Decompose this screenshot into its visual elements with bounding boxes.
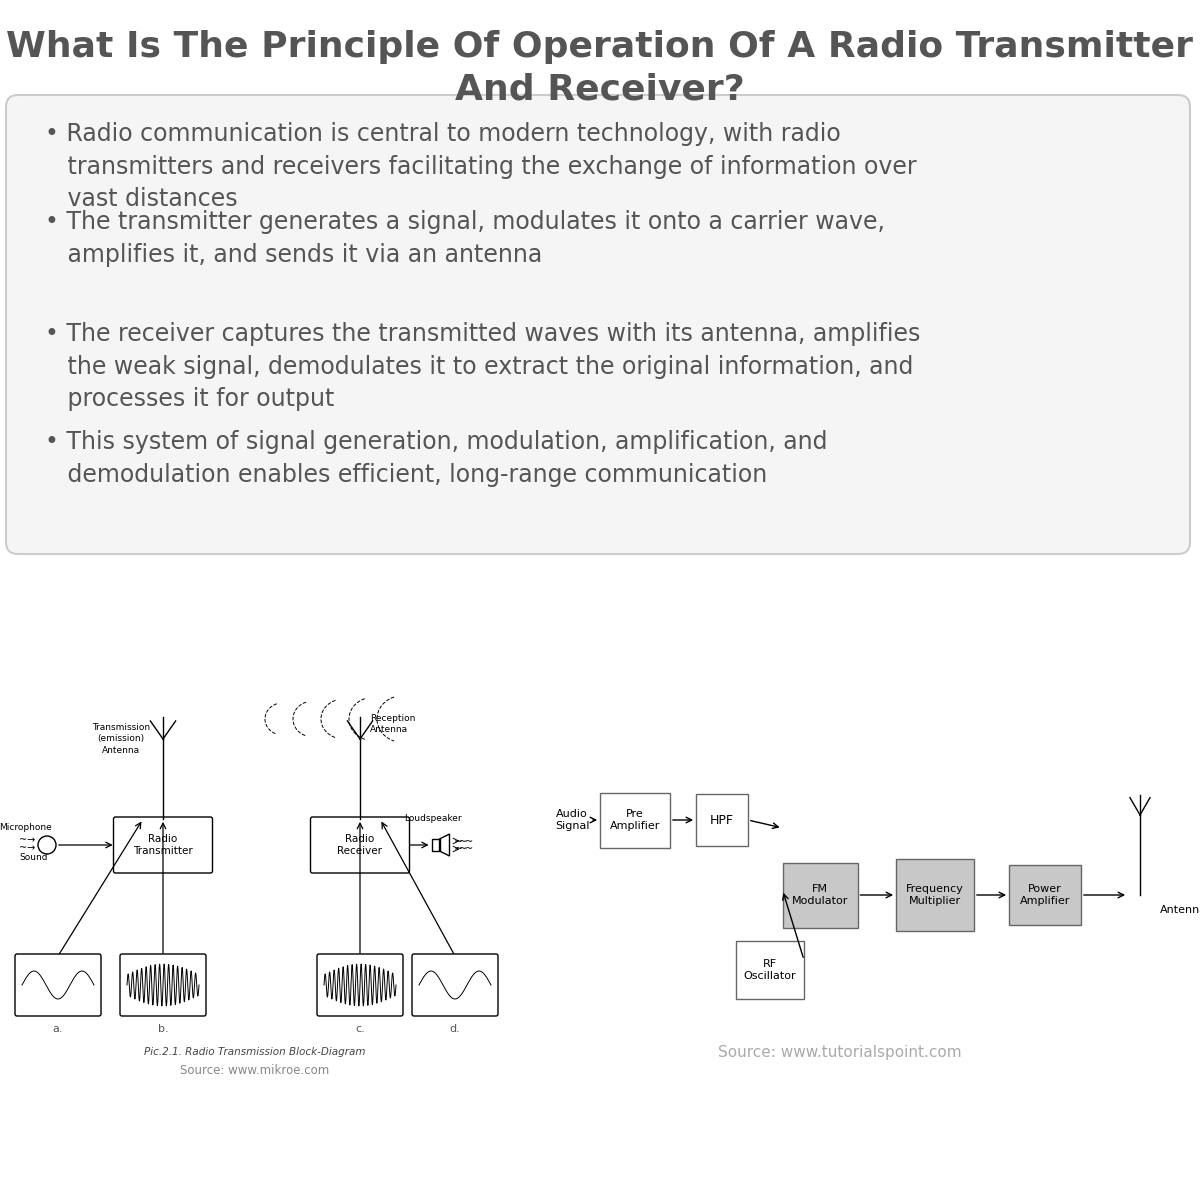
Text: d.: d. xyxy=(450,1024,461,1034)
Text: a.: a. xyxy=(53,1024,64,1034)
Text: Microphone: Microphone xyxy=(0,822,52,832)
FancyBboxPatch shape xyxy=(120,954,206,1016)
Bar xyxy=(1009,865,1081,925)
Text: Power
Amplifier: Power Amplifier xyxy=(1020,883,1070,906)
Text: b.: b. xyxy=(157,1024,168,1034)
Text: HPF: HPF xyxy=(710,814,734,827)
Text: Sound: Sound xyxy=(19,852,48,862)
Text: ~: ~ xyxy=(464,838,473,847)
Text: Loudspeaker: Loudspeaker xyxy=(403,814,461,823)
Text: Pic.2.1. Radio Transmission Block-Diagram: Pic.2.1. Radio Transmission Block-Diagra… xyxy=(144,1046,366,1057)
FancyBboxPatch shape xyxy=(114,817,212,874)
Text: Radio
Receiver: Radio Receiver xyxy=(337,834,383,857)
Text: Transmission
(emission)
Antenna: Transmission (emission) Antenna xyxy=(92,724,150,755)
Bar xyxy=(896,859,974,931)
Text: Radio
Transmitter: Radio Transmitter xyxy=(133,834,193,857)
Text: Frequency
Multiplier: Frequency Multiplier xyxy=(906,883,964,906)
Text: FM
Modulator: FM Modulator xyxy=(792,883,848,906)
Text: Reception
Antenna: Reception Antenna xyxy=(370,714,415,734)
Text: • Radio communication is central to modern technology, with radio
   transmitter: • Radio communication is central to mode… xyxy=(46,122,917,211)
Text: • The receiver captures the transmitted waves with its antenna, amplifies
   the: • The receiver captures the transmitted … xyxy=(46,322,920,412)
Text: ~→: ~→ xyxy=(19,842,35,853)
Text: Source: www.tutorialspoint.com: Source: www.tutorialspoint.com xyxy=(718,1044,962,1060)
FancyBboxPatch shape xyxy=(311,817,409,874)
FancyBboxPatch shape xyxy=(317,954,403,1016)
Text: And Receiver?: And Receiver? xyxy=(455,72,745,106)
Text: ~: ~ xyxy=(455,844,463,854)
FancyBboxPatch shape xyxy=(6,95,1190,554)
Text: ~: ~ xyxy=(460,844,468,854)
Text: ~: ~ xyxy=(460,838,468,847)
Bar xyxy=(782,863,858,928)
FancyBboxPatch shape xyxy=(14,954,101,1016)
Text: Antenna: Antenna xyxy=(1160,905,1200,914)
Text: Pre
Amplifier: Pre Amplifier xyxy=(610,809,660,832)
Text: • This system of signal generation, modulation, amplification, and
   demodulati: • This system of signal generation, modu… xyxy=(46,430,828,486)
Bar xyxy=(696,794,748,846)
Bar xyxy=(736,941,804,998)
Bar xyxy=(600,792,670,847)
Text: RF
Oscillator: RF Oscillator xyxy=(744,959,797,982)
Text: c.: c. xyxy=(355,1024,365,1034)
Text: ~: ~ xyxy=(464,844,473,854)
Text: Audio
Signal: Audio Signal xyxy=(554,809,589,832)
Text: Source: www.mikroe.com: Source: www.mikroe.com xyxy=(180,1063,330,1076)
Text: ~: ~ xyxy=(455,838,463,847)
FancyBboxPatch shape xyxy=(412,954,498,1016)
Text: What Is The Principle Of Operation Of A Radio Transmitter: What Is The Principle Of Operation Of A … xyxy=(6,30,1194,64)
Text: • The transmitter generates a signal, modulates it onto a carrier wave,
   ampli: • The transmitter generates a signal, mo… xyxy=(46,210,884,266)
Text: ~→: ~→ xyxy=(19,835,35,845)
